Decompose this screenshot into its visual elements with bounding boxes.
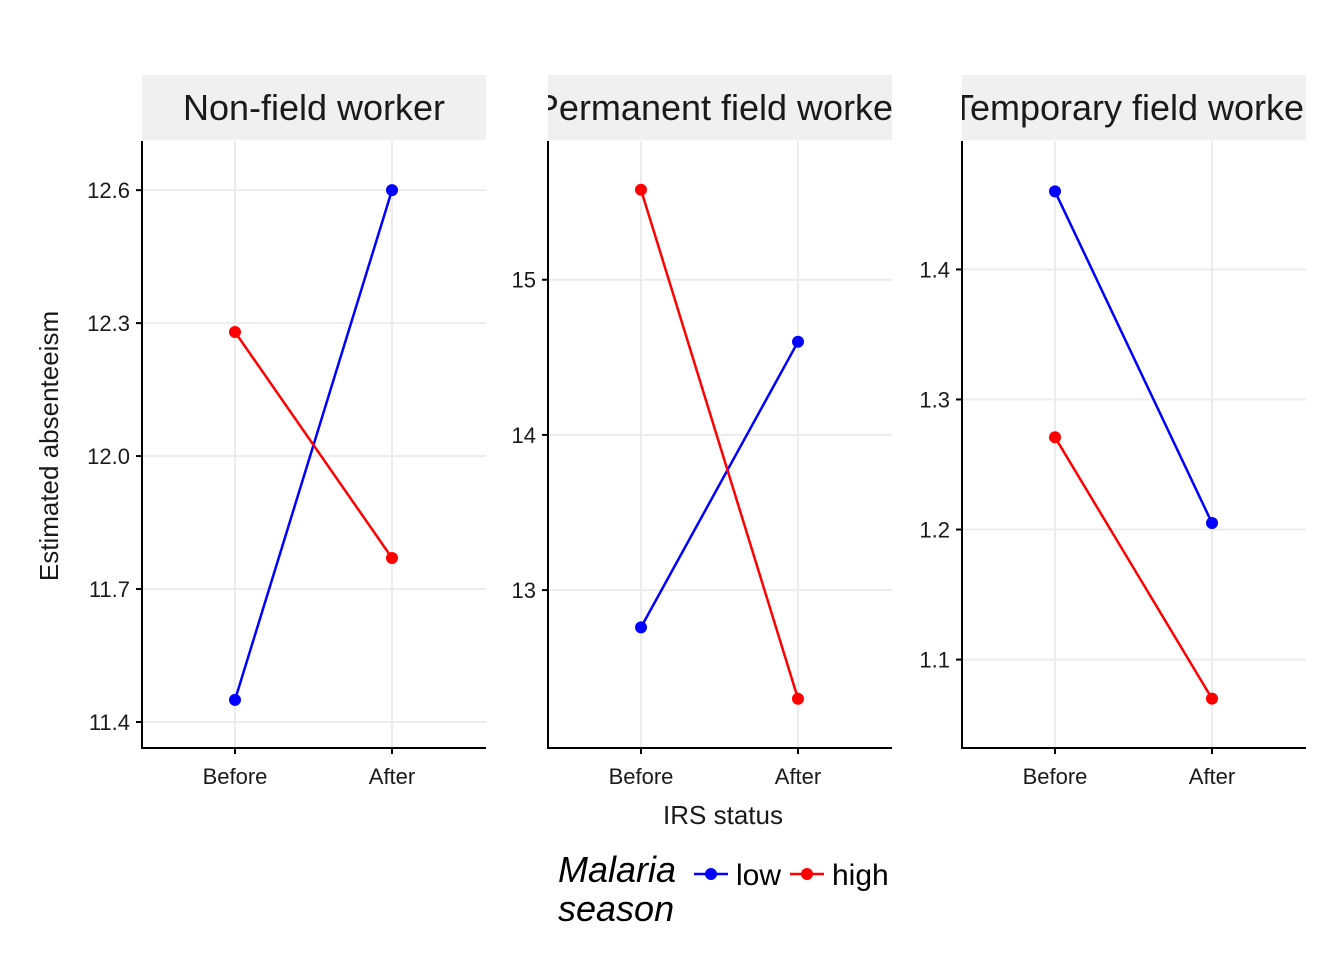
panel-3: Temporary field worker 1.1 1.2 1.3 1.4 Before…	[919, 75, 1316, 789]
x-tick-label: Before	[1023, 764, 1088, 789]
data-point-low	[792, 335, 804, 348]
series-line-high	[639, 189, 800, 700]
data-point-high	[635, 183, 647, 196]
data-point-low	[635, 621, 647, 634]
data-point-low	[386, 184, 398, 197]
y-tick-label: 1.4	[919, 257, 950, 282]
y-tick-label: 1.1	[919, 648, 950, 673]
series-line-high	[233, 331, 394, 559]
data-point-high	[1206, 692, 1218, 705]
data-point-high	[229, 325, 241, 338]
legend-entry-high: high	[790, 859, 889, 892]
series-line-low	[639, 341, 800, 628]
data-point-high	[792, 692, 804, 705]
y-tick-label: 11.4	[89, 710, 130, 735]
x-tick-label: Before	[609, 764, 674, 789]
facet-strip	[142, 75, 486, 140]
y-tick-label: 1.3	[919, 387, 950, 412]
data-point-low	[1206, 517, 1218, 530]
y-tick-label: 11.7	[89, 577, 130, 602]
facet-title: Non-field worker	[183, 87, 445, 128]
x-tick-label: After	[369, 764, 415, 789]
x-tick-label: After	[1189, 764, 1235, 789]
x-tick-label: Before	[203, 764, 268, 789]
y-tick-label: 1.2	[919, 518, 950, 543]
x-tick-label: After	[775, 764, 821, 789]
legend-label: low	[736, 859, 781, 892]
legend-title-line2: season	[558, 888, 674, 929]
panel-2: Permanent field worker 13 14 15 Before After	[512, 75, 905, 789]
legend-key-point	[801, 868, 813, 880]
y-axis-title: Estimated absenteeism	[34, 311, 64, 581]
legend-title-line1: Malaria	[558, 849, 676, 890]
series-line-high	[1053, 436, 1214, 700]
y-tick-label: 12.6	[87, 178, 130, 203]
legend-entry-low: low	[694, 859, 781, 892]
legend: Malaria season low high	[558, 849, 889, 929]
data-point-high	[386, 552, 398, 565]
x-axis-title: IRS status	[663, 800, 783, 830]
y-tick-label: 12.0	[87, 444, 130, 469]
data-point-high	[1049, 431, 1061, 444]
facet-title: Permanent field worker	[535, 87, 905, 128]
y-tick-label: 12.3	[87, 311, 130, 336]
panel-1: Non-field worker 11.4 11.7 12.0 12.3 12.6 Befo…	[87, 75, 486, 789]
facet-strip	[548, 75, 892, 140]
y-tick-label: 15	[512, 268, 536, 293]
legend-key-point	[705, 868, 717, 880]
y-tick-label: 13	[512, 578, 536, 603]
y-tick-label: 14	[512, 423, 536, 448]
facet-strip	[962, 75, 1306, 140]
legend-label: high	[832, 859, 889, 892]
facet-title: Temporary field worker	[952, 87, 1316, 128]
data-point-low	[229, 693, 241, 706]
series-line-low	[1053, 190, 1214, 524]
data-point-low	[1049, 185, 1061, 198]
